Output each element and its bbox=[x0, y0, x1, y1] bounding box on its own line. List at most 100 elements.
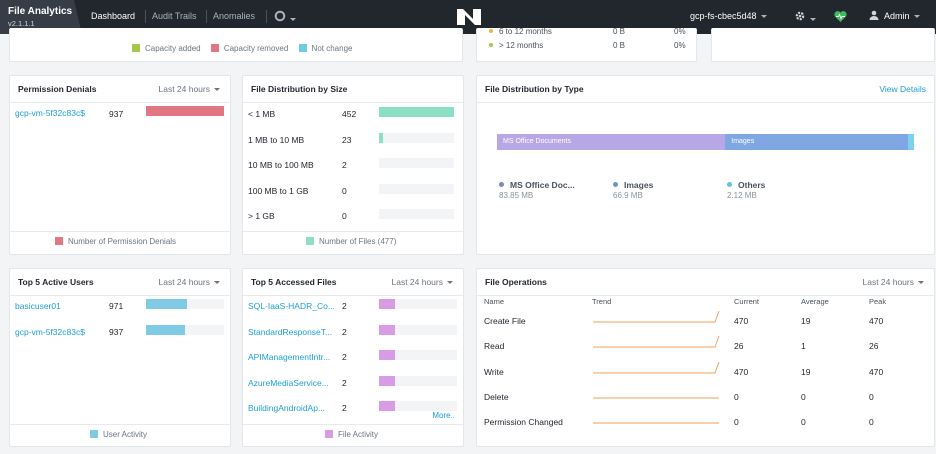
divider bbox=[243, 102, 463, 103]
current-value: 26 bbox=[734, 341, 744, 352]
file-link[interactable]: BuildingAndroidAp... bbox=[248, 403, 326, 413]
circle-gear-icon bbox=[274, 10, 286, 22]
age-size: 0 B bbox=[613, 28, 626, 36]
divider bbox=[243, 295, 463, 296]
file-link[interactable]: SQL-IaaS-HADR_Co... bbox=[248, 301, 335, 311]
file-link[interactable]: AzureMediaService... bbox=[248, 377, 329, 388]
size-bar bbox=[379, 183, 454, 194]
time-range-label: Last 24 hours bbox=[391, 277, 443, 287]
user-link[interactable]: basicuser01 bbox=[15, 301, 61, 311]
settings-dropdown[interactable] bbox=[794, 10, 816, 24]
column-header-trend: Trend bbox=[592, 297, 612, 306]
data-age-row: 6 to 12 months bbox=[489, 28, 552, 36]
user-icon bbox=[869, 10, 879, 20]
view-details-link[interactable]: View Details bbox=[879, 84, 926, 94]
age-dot bbox=[489, 29, 493, 33]
trend-sparkline bbox=[593, 361, 720, 374]
user-link[interactable]: gcp-vm-5f32c83c$ bbox=[15, 327, 85, 337]
chart-legend: File Activity bbox=[325, 430, 378, 439]
file-type-item: MS Office Doc... bbox=[499, 180, 575, 190]
access-count: 2 bbox=[342, 301, 347, 311]
denial-bar-fill bbox=[146, 106, 224, 116]
legend-capacity-added: Capacity added bbox=[145, 44, 201, 53]
chevron-down-icon bbox=[214, 281, 220, 285]
file-activity-bar-fill bbox=[379, 375, 395, 386]
file-activity-bar-fill bbox=[379, 324, 395, 335]
access-count: 2 bbox=[342, 326, 347, 337]
denial-bar bbox=[146, 106, 224, 116]
file-size-distribution-card: File Distribution by Size < 1 MB 452 1 MB … bbox=[242, 75, 464, 255]
access-count: 2 bbox=[342, 403, 347, 413]
time-range-selector[interactable]: Last 24 hours bbox=[158, 277, 220, 287]
time-range-selector[interactable]: Last 24 hours bbox=[862, 277, 924, 287]
file-link[interactable]: APIManagementIntr... bbox=[248, 352, 331, 362]
file-activity-bar bbox=[379, 324, 457, 335]
file-count: 0 bbox=[342, 211, 347, 221]
user-name: Admin bbox=[884, 11, 910, 21]
peak-value: 0 bbox=[869, 417, 874, 428]
size-range-label: 1 MB to 10 MB bbox=[248, 134, 305, 145]
time-range-selector[interactable]: Last 24 hours bbox=[158, 84, 220, 94]
card-title: Top 5 Accessed Files bbox=[251, 277, 337, 287]
peak-value: 26 bbox=[869, 341, 879, 352]
divider bbox=[10, 102, 230, 103]
nav-dashboard[interactable]: Dashboard bbox=[91, 11, 136, 21]
operation-name: Write bbox=[484, 366, 504, 377]
time-range-selector[interactable]: Last 24 hours bbox=[391, 277, 453, 287]
divider bbox=[10, 231, 230, 232]
denial-user-link[interactable]: gcp-vm-5f32c83c$ bbox=[15, 108, 85, 118]
chevron-down-icon bbox=[214, 88, 220, 92]
legend-dot bbox=[499, 182, 504, 187]
peak-value: 470 bbox=[869, 366, 884, 377]
gear-icon bbox=[795, 11, 805, 21]
server-name: gcp-fs-cbec5d48 bbox=[690, 11, 757, 21]
trend-sparkline bbox=[593, 397, 719, 399]
top-right-card bbox=[711, 28, 935, 62]
divider bbox=[243, 231, 463, 232]
average-value: 19 bbox=[801, 316, 811, 326]
user-menu[interactable]: Admin bbox=[869, 10, 920, 21]
chevron-down-icon bbox=[290, 18, 296, 22]
nav-audit-trails[interactable]: Audit Trails bbox=[152, 11, 197, 21]
legend-label: Number of Files (477) bbox=[319, 237, 397, 246]
current-value: 0 bbox=[734, 417, 739, 428]
user-activity-bar-fill bbox=[146, 299, 187, 309]
accessed-files-card: Top 5 Accessed Files Last 24 hours SQL-I… bbox=[242, 268, 464, 447]
health-heart-icon[interactable] bbox=[834, 10, 847, 23]
legend-label: File Activity bbox=[338, 430, 379, 439]
legend-dot bbox=[727, 182, 732, 187]
nav-anomalies[interactable]: Anomalies bbox=[213, 11, 256, 21]
operation-name: Permission Changed bbox=[484, 417, 563, 428]
file-activity-bar bbox=[379, 299, 457, 309]
card-title: File Operations bbox=[485, 277, 547, 287]
age-label: 6 to 12 months bbox=[499, 28, 552, 36]
average-value: 1 bbox=[801, 341, 806, 352]
server-selector[interactable]: gcp-fs-cbec5d48 bbox=[690, 11, 767, 21]
operation-name: Delete bbox=[484, 391, 509, 402]
file-type-size: 66.9 MB bbox=[613, 191, 643, 200]
column-header-average: Average bbox=[801, 297, 829, 306]
settings-menu[interactable] bbox=[274, 10, 296, 24]
file-count: 23 bbox=[342, 134, 352, 145]
file-link[interactable]: StandardResponseT... bbox=[248, 326, 333, 337]
denial-count: 937 bbox=[109, 109, 124, 119]
file-activity-bar bbox=[379, 350, 457, 360]
legend-swatch bbox=[55, 237, 63, 245]
divider bbox=[243, 424, 463, 425]
legend-swatch bbox=[306, 237, 314, 245]
size-range-label: < 1 MB bbox=[248, 109, 276, 119]
capacity-trend-card: Capacity added Capacity removed Not chan… bbox=[9, 28, 463, 62]
legend-label: Number of Permission Denials bbox=[68, 237, 177, 246]
permission-denials-card: Permission Denials Last 24 hours gcp-vm-… bbox=[9, 75, 231, 255]
age-percent: 0% bbox=[674, 28, 686, 36]
card-title: Top 5 Active Users bbox=[18, 277, 94, 287]
divider bbox=[10, 424, 230, 425]
trend-sparkline bbox=[593, 422, 719, 424]
time-range-label: Last 24 hours bbox=[158, 84, 210, 94]
size-bar bbox=[379, 132, 454, 143]
chart-legend: Number of Permission Denials bbox=[55, 237, 176, 246]
divider bbox=[10, 295, 230, 296]
not-change-swatch bbox=[298, 44, 307, 52]
capacity-removed-swatch bbox=[210, 44, 219, 52]
more-link[interactable]: More.. bbox=[432, 411, 455, 420]
